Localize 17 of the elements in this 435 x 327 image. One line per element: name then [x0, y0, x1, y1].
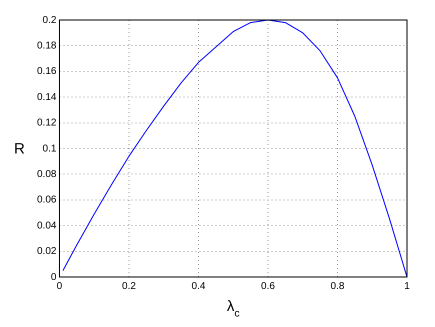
x-tick-label: 0.4 — [192, 280, 206, 292]
y-tick-label: 0.16 — [36, 66, 57, 78]
y-tick-label: 0.12 — [36, 118, 57, 129]
x-tick-label: 0.8 — [330, 280, 345, 292]
y-tick-label: 0.1 — [42, 143, 57, 154]
y-tick-label: 0.04 — [36, 220, 57, 232]
y-tick-label: 0.08 — [36, 168, 57, 180]
y-tick-label: 0.02 — [36, 246, 57, 258]
y-tick-label: 0 — [50, 272, 57, 283]
x-tick-label: 1 — [404, 280, 410, 292]
x-tick-label: 0.2 — [122, 280, 136, 292]
y-tick-label: 0.06 — [36, 194, 57, 206]
y-tick-label: 0.2 — [42, 14, 57, 26]
y-tick-label: 0.14 — [36, 92, 57, 103]
y-axis-title: R — [14, 140, 26, 158]
x-tick-label: 0.6 — [261, 280, 276, 292]
y-tick-label: 0.18 — [36, 40, 57, 52]
